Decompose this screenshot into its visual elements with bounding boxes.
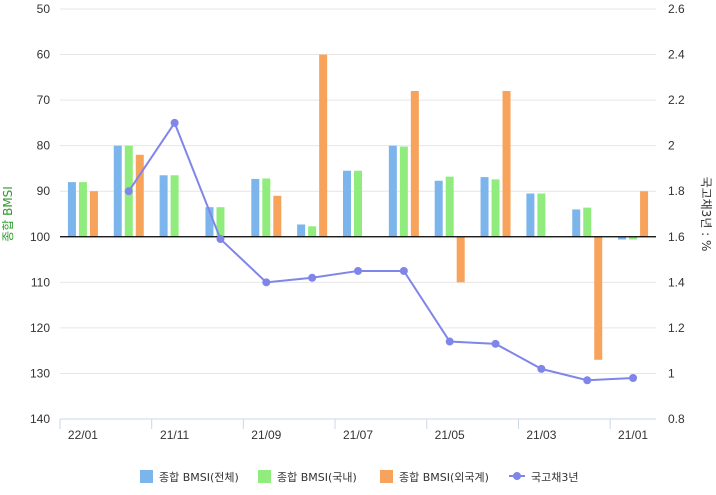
x-tick-label: 21/05 [435, 428, 465, 442]
bars-group [67, 54, 649, 360]
bar-1 [113, 145, 122, 237]
bar-2 [399, 146, 408, 237]
bar-3 [410, 91, 419, 237]
bar-3 [135, 154, 144, 237]
right-tick-label: 2 [668, 139, 675, 153]
legend-swatch [380, 470, 393, 483]
left-axis-title: 종합 BMSI [1, 186, 15, 242]
bar-2 [583, 207, 592, 237]
bar-2 [216, 207, 225, 237]
bar-2 [170, 175, 179, 237]
left-tick-label: 60 [37, 48, 51, 62]
legend: 종합 BMSI(전체) 종합 BMSI(국내) 종합 BMSI(외국계) 국고채3년 [140, 470, 578, 484]
left-tick-label: 130 [30, 366, 50, 380]
bar-3 [89, 191, 98, 237]
right-tick-label: 1.4 [668, 275, 685, 289]
line-point [308, 273, 317, 282]
line-point [124, 187, 133, 196]
line-point [537, 364, 546, 373]
right-tick-label: 1.6 [668, 230, 685, 244]
left-tick-label: 140 [30, 412, 50, 426]
bar-2 [354, 170, 362, 237]
bar-3 [502, 91, 511, 237]
bar-2 [445, 176, 454, 237]
line-point [583, 376, 592, 385]
legend-swatch [140, 470, 153, 483]
legend-label: 종합 BMSI(외국계) [399, 471, 489, 484]
bar-1 [297, 224, 306, 237]
bar-1 [388, 145, 397, 237]
x-tick-label: 21/01 [618, 428, 648, 442]
right-tick-label: 2.4 [668, 48, 685, 62]
line-series-group [124, 118, 638, 385]
left-tick-label: 80 [37, 139, 51, 153]
right-axis-title: 국고채3년 : % [699, 177, 713, 252]
bar-2 [262, 178, 271, 237]
right-tick-label: 0.8 [668, 412, 685, 426]
legend-line-marker [513, 472, 521, 480]
bar-2 [78, 182, 87, 237]
bar-1 [343, 170, 351, 237]
bar-1 [526, 193, 535, 237]
x-tick-label: 21/11 [160, 428, 189, 442]
legend-label: 국고채3년 [531, 471, 578, 484]
bar-1 [618, 236, 627, 240]
right-tick-label: 1.8 [668, 184, 685, 198]
bar-2 [629, 236, 638, 240]
bar-1 [67, 182, 76, 237]
legend-label: 종합 BMSI(전체) [159, 471, 239, 484]
bar-1 [205, 207, 214, 237]
bar-3 [273, 195, 282, 237]
line-point [354, 266, 362, 275]
line-series [127, 120, 634, 382]
left-tick-label: 120 [30, 321, 50, 335]
right-tick-label: 1 [668, 366, 675, 380]
bar-3 [640, 191, 649, 237]
bar-3 [456, 236, 465, 283]
x-tick-label: 21/03 [526, 428, 556, 442]
left-tick-label: 70 [37, 93, 51, 107]
bar-1 [159, 175, 168, 237]
bar-3 [319, 54, 328, 237]
left-tick-label: 90 [37, 184, 51, 198]
line-point [445, 337, 454, 346]
left-tick-label: 50 [37, 2, 51, 16]
line-point [491, 339, 500, 348]
right-tick-label: 2.6 [668, 2, 685, 16]
line-point [262, 278, 271, 287]
axes-group: 50 60 70 80 90 100 110 120 130 140 0.8 1 1.2 1.4 1.6 1.… [1, 2, 713, 442]
legend-swatch [258, 470, 271, 483]
bar-2 [537, 193, 546, 237]
right-tick-label: 1.2 [668, 321, 685, 335]
bar-1 [251, 178, 260, 237]
x-tick-label: 21/07 [343, 428, 373, 442]
bar-3 [594, 236, 603, 360]
line-point [170, 118, 179, 127]
line-point [216, 235, 225, 244]
legend-label: 종합 BMSI(국내) [277, 471, 357, 484]
bar-2 [491, 179, 500, 237]
bar-1 [434, 180, 443, 237]
line-point [629, 374, 638, 382]
right-tick-label: 2.2 [668, 93, 685, 107]
x-tick-label: 21/09 [251, 428, 281, 442]
left-tick-label: 100 [30, 230, 50, 244]
line-point [399, 266, 408, 275]
x-tick-label: 22/01 [68, 428, 98, 442]
bar-1 [572, 209, 581, 237]
bar-1 [480, 177, 489, 237]
left-tick-label: 110 [31, 275, 50, 289]
bar-2 [308, 226, 317, 237]
